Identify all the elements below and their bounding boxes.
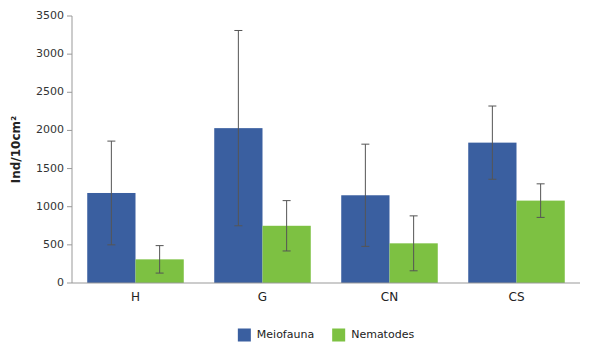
legend-label: Nematodes <box>351 328 414 341</box>
chart-container: 0 500 1000 1500 2000 2500 3000 3500 Ind/10cm² H G C… <box>0 0 600 357</box>
y-tick-label: 0 <box>57 276 64 289</box>
error-bar-cap <box>283 250 291 251</box>
error-bar-line <box>365 144 366 246</box>
y-tick-label: 3000 <box>36 47 64 60</box>
y-tick <box>67 283 72 284</box>
error-bar-cap <box>537 217 545 218</box>
y-axis-line <box>72 16 73 283</box>
error-bar-cap <box>361 246 369 247</box>
error-bar-cap <box>537 183 545 184</box>
error-bar-cap <box>234 30 242 31</box>
x-tick-label: CN <box>381 290 398 304</box>
error-bar-cap <box>283 200 291 201</box>
y-tick-label: 1000 <box>36 200 64 213</box>
error-bar-line <box>492 106 493 179</box>
x-axis: H G CN CS <box>72 283 580 304</box>
y-tick <box>67 130 72 131</box>
legend-swatch <box>238 329 251 342</box>
x-tick-label: CS <box>509 290 525 304</box>
y-tick <box>67 16 72 17</box>
y-tick <box>67 92 72 93</box>
error-bar <box>488 106 496 179</box>
legend: Meiofauna Nematodes <box>238 328 415 342</box>
y-axis-label: Ind/10cm² <box>9 116 23 184</box>
error-bar <box>361 144 369 246</box>
legend-item: Meiofauna <box>238 328 314 342</box>
y-tick-label: 500 <box>43 238 64 251</box>
error-bar <box>283 201 291 251</box>
error-bar-line <box>540 184 541 218</box>
y-tick-label: 1500 <box>36 162 64 175</box>
x-axis-line <box>72 283 580 284</box>
error-bar-cap <box>156 245 164 246</box>
error-bar-line <box>238 30 239 225</box>
legend-label: Meiofauna <box>257 328 314 341</box>
error-bar-cap <box>107 141 115 142</box>
error-bar-cap <box>410 270 418 271</box>
error-bar <box>156 246 164 273</box>
error-bar-cap <box>361 144 369 145</box>
y-tick <box>67 206 72 207</box>
error-bar <box>107 141 115 245</box>
bars <box>87 30 565 283</box>
y-tick <box>67 244 72 245</box>
error-bar-cap <box>234 225 242 226</box>
legend-swatch <box>332 329 345 342</box>
error-bar <box>410 216 418 271</box>
y-tick <box>67 54 72 55</box>
y-tick-label: 3500 <box>36 9 64 22</box>
error-bar-line <box>159 246 160 273</box>
error-bar-line <box>286 201 287 251</box>
error-bar-cap <box>488 106 496 107</box>
chart-svg: 0 500 1000 1500 2000 2500 3000 3500 Ind/10cm² H G C… <box>0 0 600 357</box>
error-bar <box>234 30 242 225</box>
error-bar-cap <box>410 215 418 216</box>
legend-item: Nematodes <box>332 328 414 342</box>
error-bar-cap <box>107 244 115 245</box>
x-tick-label: G <box>258 290 267 304</box>
y-axis: 0 500 1000 1500 2000 2500 3000 3500 <box>36 9 72 289</box>
x-tick-label: H <box>131 290 140 304</box>
error-bar <box>537 184 545 218</box>
y-tick-label: 2500 <box>36 85 64 98</box>
y-tick <box>67 168 72 169</box>
error-bar-line <box>111 141 112 245</box>
y-tick-label: 2000 <box>36 123 64 136</box>
error-bar-cap <box>488 179 496 180</box>
error-bar-cap <box>156 273 164 274</box>
error-bar-line <box>413 216 414 271</box>
